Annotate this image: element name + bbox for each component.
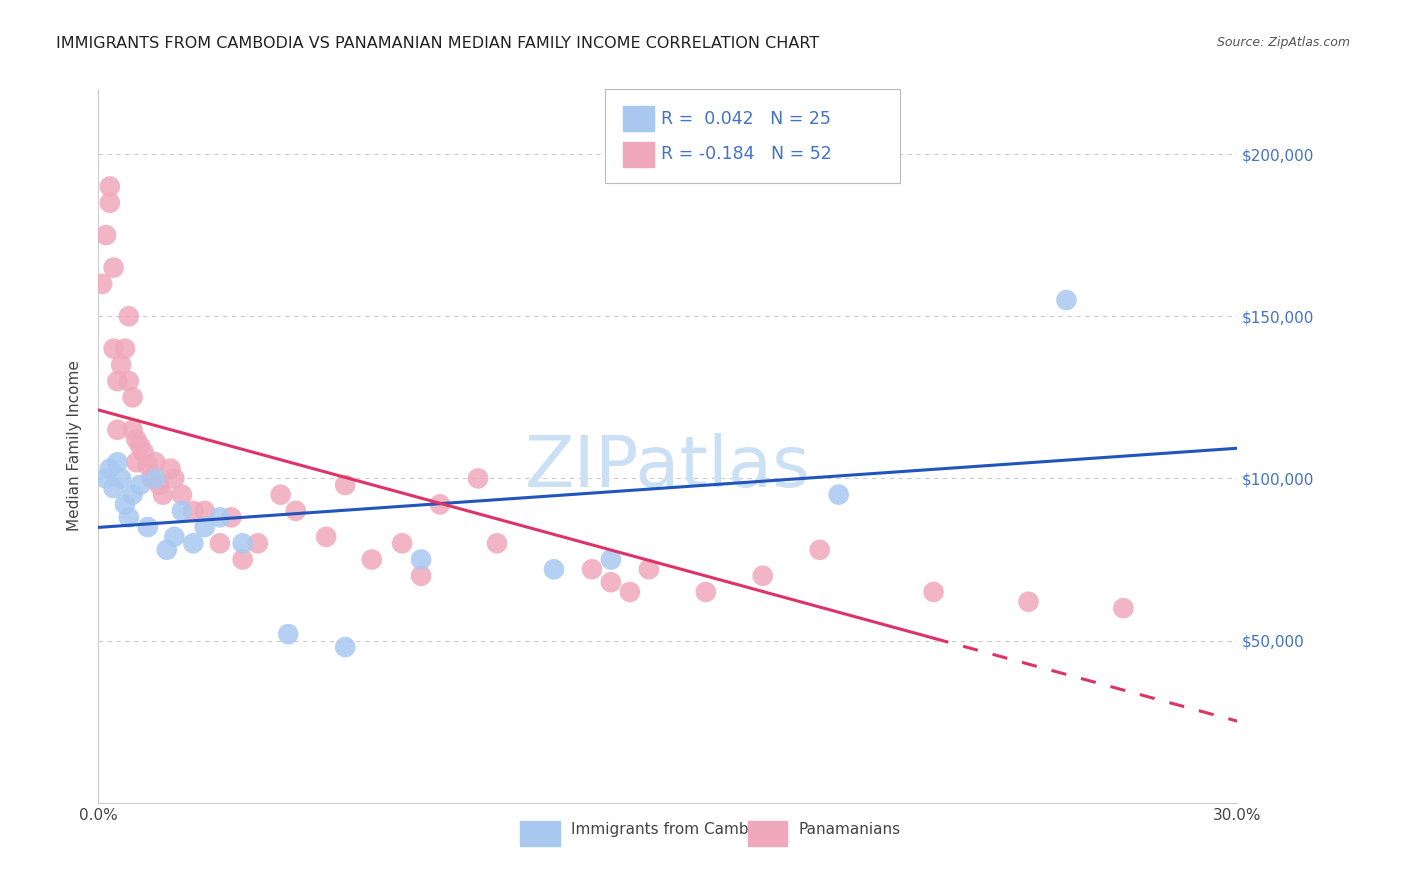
Text: Immigrants from Cambodia: Immigrants from Cambodia (571, 822, 782, 837)
Point (1112, 601, 1135, 615)
Text: R =  0.042   N = 25: R = 0.042 N = 25 (661, 110, 831, 128)
Point (183, 536, 205, 550)
Point (121, 423, 143, 437)
Point (98, 195, 121, 210)
Point (638, 562, 661, 576)
Point (1056, 293, 1078, 307)
Y-axis label: Median Family Income: Median Family Income (67, 360, 83, 532)
Point (110, 358, 132, 372)
Point (208, 536, 231, 550)
Point (828, 488, 851, 502)
Point (98, 461, 121, 475)
Point (752, 568, 775, 582)
Point (125, 455, 148, 469)
Point (170, 488, 193, 502)
Text: Panamanians: Panamanians (799, 822, 901, 837)
Point (284, 504, 307, 518)
Point (136, 458, 159, 473)
Point (107, 374, 129, 388)
Point (600, 575, 623, 590)
Point (132, 445, 155, 459)
Point (103, 481, 125, 495)
Point (159, 461, 181, 475)
Point (118, 374, 141, 388)
Point (118, 310, 141, 324)
Point (118, 510, 141, 524)
Point (170, 504, 193, 518)
Point (315, 530, 337, 544)
Point (277, 627, 299, 641)
Point (163, 530, 186, 544)
Point (922, 585, 945, 599)
Point (808, 542, 831, 557)
Point (360, 552, 382, 566)
Point (232, 536, 254, 550)
Point (163, 471, 186, 485)
Point (270, 488, 292, 502)
Point (221, 510, 243, 524)
Point (467, 471, 489, 485)
Point (129, 439, 152, 453)
Point (208, 510, 231, 524)
Text: R = -0.184   N = 52: R = -0.184 N = 52 (661, 145, 831, 163)
Point (145, 471, 167, 485)
Point (94, 471, 117, 485)
Point (429, 497, 451, 511)
Point (335, 478, 357, 492)
Point (246, 536, 269, 550)
Point (91, 277, 114, 291)
FancyBboxPatch shape (748, 821, 787, 846)
Text: IMMIGRANTS FROM CAMBODIA VS PANAMANIAN MEDIAN FAMILY INCOME CORRELATION CHART: IMMIGRANTS FROM CAMBODIA VS PANAMANIAN M… (56, 36, 820, 51)
Point (600, 552, 623, 566)
Point (107, 423, 129, 437)
Point (411, 552, 433, 566)
Point (136, 520, 159, 534)
Text: Source: ZipAtlas.com: Source: ZipAtlas.com (1216, 36, 1350, 49)
Point (94, 228, 117, 243)
Point (121, 488, 143, 502)
Point (194, 504, 217, 518)
Point (152, 488, 174, 502)
Point (107, 455, 129, 469)
Point (411, 568, 433, 582)
Point (110, 471, 132, 485)
Point (103, 260, 125, 275)
Point (335, 640, 357, 654)
Text: ZIPatlas: ZIPatlas (524, 433, 811, 502)
Point (695, 585, 717, 599)
Point (1018, 595, 1040, 609)
Point (121, 390, 143, 404)
Point (141, 471, 163, 485)
Point (156, 542, 179, 557)
Point (619, 585, 641, 599)
Point (129, 478, 152, 492)
Point (114, 497, 136, 511)
Point (581, 562, 603, 576)
FancyBboxPatch shape (520, 821, 560, 846)
Point (148, 478, 170, 492)
Point (194, 520, 217, 534)
Point (183, 504, 205, 518)
Point (232, 552, 254, 566)
Point (98, 179, 121, 194)
Point (145, 455, 167, 469)
Point (391, 536, 413, 550)
Point (486, 536, 509, 550)
Point (125, 433, 148, 447)
Point (103, 342, 125, 356)
Point (543, 562, 565, 576)
Point (114, 342, 136, 356)
